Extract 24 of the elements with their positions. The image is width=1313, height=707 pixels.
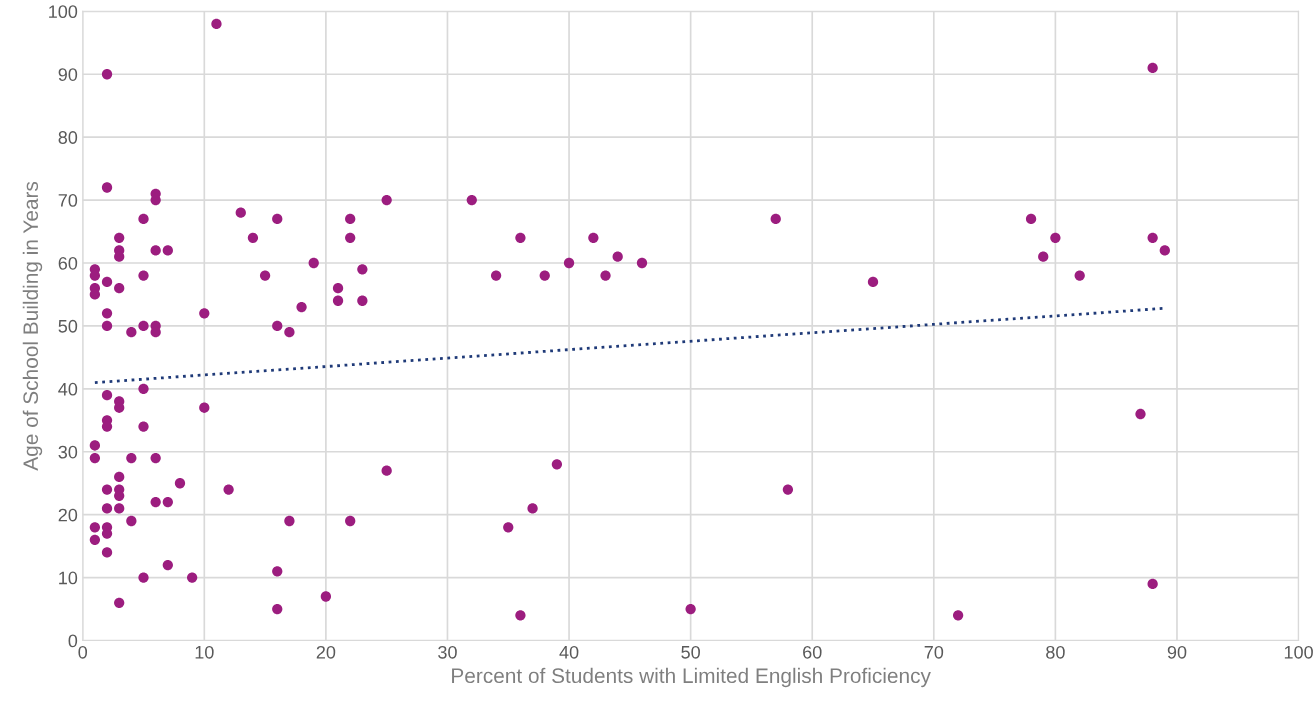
y-tick-label: 90 xyxy=(58,68,78,81)
x-tick-label: 100 xyxy=(1284,645,1313,659)
x-tick-label: 40 xyxy=(559,645,579,659)
y-axis-title: Age of School Building in Years xyxy=(22,181,43,471)
x-tick-label: 20 xyxy=(316,645,336,659)
x-tick-label: 60 xyxy=(803,645,822,659)
x-tick-label: 30 xyxy=(438,645,457,659)
x-tick-label: 10 xyxy=(195,645,214,659)
y-tick-label: 60 xyxy=(58,256,78,270)
y-tick-label: 70 xyxy=(58,194,78,207)
y-tick-label: 80 xyxy=(58,131,78,144)
y-tick-label: 10 xyxy=(59,571,78,585)
y-tick-label: 20 xyxy=(58,508,78,522)
y-tick-label: 50 xyxy=(58,319,78,333)
x-tick-label: 70 xyxy=(924,645,944,659)
x-axis-title: Percent of Students with Limited English Proficiency xyxy=(452,667,931,688)
y-tick-label: 40 xyxy=(58,382,78,396)
x-tick-label: 50 xyxy=(681,645,700,659)
y-tick-label: 100 xyxy=(49,5,78,19)
y-tick-label: 30 xyxy=(58,445,78,459)
y-tick-label: 0 xyxy=(68,634,78,648)
x-tick-label: 80 xyxy=(1046,645,1065,659)
x-tick-label: 90 xyxy=(1167,645,1187,659)
x-tick-label: 0 xyxy=(78,645,88,659)
